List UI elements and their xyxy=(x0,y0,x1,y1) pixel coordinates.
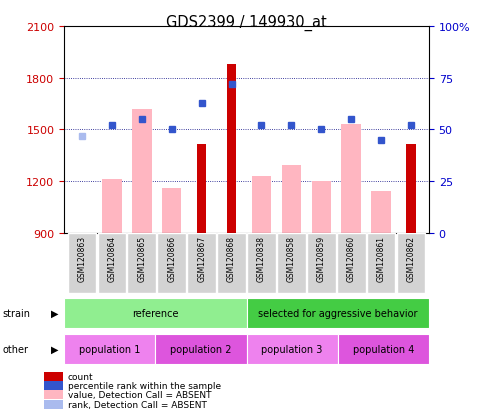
Text: GSM120865: GSM120865 xyxy=(138,235,146,281)
Bar xyxy=(68,233,97,293)
Text: ▶: ▶ xyxy=(51,309,59,318)
Text: GSM120859: GSM120859 xyxy=(317,235,326,281)
Bar xyxy=(337,233,365,293)
Bar xyxy=(406,145,416,233)
Text: rank, Detection Call = ABSENT: rank, Detection Call = ABSENT xyxy=(68,400,207,409)
Bar xyxy=(277,233,306,293)
Text: population 2: population 2 xyxy=(170,344,232,354)
Text: reference: reference xyxy=(132,309,178,318)
Bar xyxy=(342,125,361,233)
Text: value, Detection Call = ABSENT: value, Detection Call = ABSENT xyxy=(68,390,211,399)
Bar xyxy=(44,372,63,381)
Bar xyxy=(128,233,156,293)
Bar xyxy=(197,145,207,233)
Bar xyxy=(217,233,246,293)
Bar xyxy=(162,189,181,233)
Bar xyxy=(307,233,336,293)
Text: GSM120866: GSM120866 xyxy=(167,235,176,281)
Bar xyxy=(187,233,216,293)
Text: GDS2399 / 149930_at: GDS2399 / 149930_at xyxy=(166,14,327,31)
Bar xyxy=(396,233,425,293)
Text: count: count xyxy=(68,372,93,381)
Bar xyxy=(64,335,155,364)
Text: GSM120858: GSM120858 xyxy=(287,235,296,281)
Bar xyxy=(44,381,63,390)
Bar xyxy=(64,299,246,328)
Bar xyxy=(282,165,301,233)
Bar xyxy=(367,233,395,293)
Bar xyxy=(247,233,276,293)
Text: GSM120867: GSM120867 xyxy=(197,235,206,281)
Bar xyxy=(246,335,338,364)
Text: strain: strain xyxy=(2,309,31,318)
Bar xyxy=(98,233,126,293)
Text: GSM120838: GSM120838 xyxy=(257,235,266,281)
Bar xyxy=(132,109,151,233)
Text: percentile rank within the sample: percentile rank within the sample xyxy=(68,381,221,390)
Bar xyxy=(371,191,391,233)
Bar xyxy=(252,177,271,233)
Text: GSM120864: GSM120864 xyxy=(107,235,116,281)
Bar xyxy=(246,299,429,328)
Text: GSM120863: GSM120863 xyxy=(77,235,87,281)
Text: population 3: population 3 xyxy=(261,344,323,354)
Bar xyxy=(227,65,236,233)
Bar xyxy=(102,180,122,233)
Text: selected for aggressive behavior: selected for aggressive behavior xyxy=(258,309,418,318)
Text: population 4: population 4 xyxy=(352,344,414,354)
Text: GSM120861: GSM120861 xyxy=(377,235,386,281)
Text: other: other xyxy=(2,344,29,354)
Bar xyxy=(155,335,246,364)
Text: GSM120862: GSM120862 xyxy=(406,235,416,281)
Bar xyxy=(44,390,63,399)
Bar xyxy=(44,400,63,409)
Bar xyxy=(157,233,186,293)
Text: GSM120860: GSM120860 xyxy=(347,235,355,281)
Bar xyxy=(312,182,331,233)
Bar xyxy=(338,335,429,364)
Text: GSM120868: GSM120868 xyxy=(227,235,236,281)
Text: ▶: ▶ xyxy=(51,344,59,354)
Text: population 1: population 1 xyxy=(79,344,141,354)
